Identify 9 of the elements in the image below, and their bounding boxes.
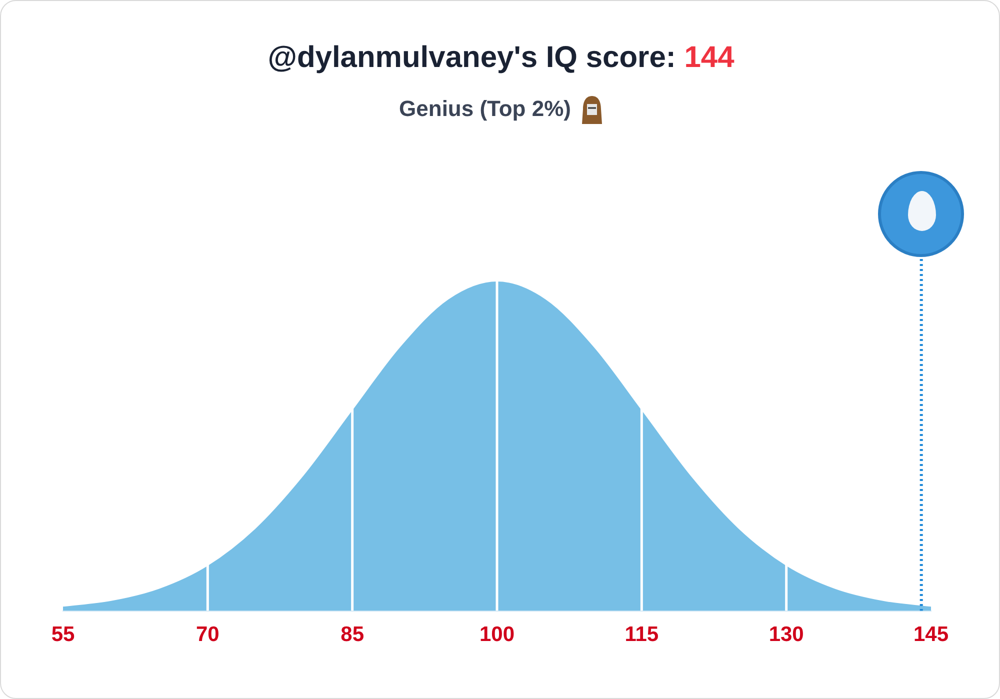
x-tick-label: 130 (768, 623, 804, 646)
chart-title: @dylanmulvaney's IQ score: 144 (266, 41, 736, 75)
x-tick-label: 115 (624, 623, 659, 646)
x-tick-label: 100 (479, 623, 515, 646)
x-tick-label: 55 (51, 623, 75, 646)
x-tick-label: 85 (340, 623, 364, 646)
chart-subtitle: Genius (Top 2%) (398, 95, 572, 123)
x-tick-label: 70 (196, 623, 220, 646)
x-tick-label: 145 (913, 623, 949, 646)
